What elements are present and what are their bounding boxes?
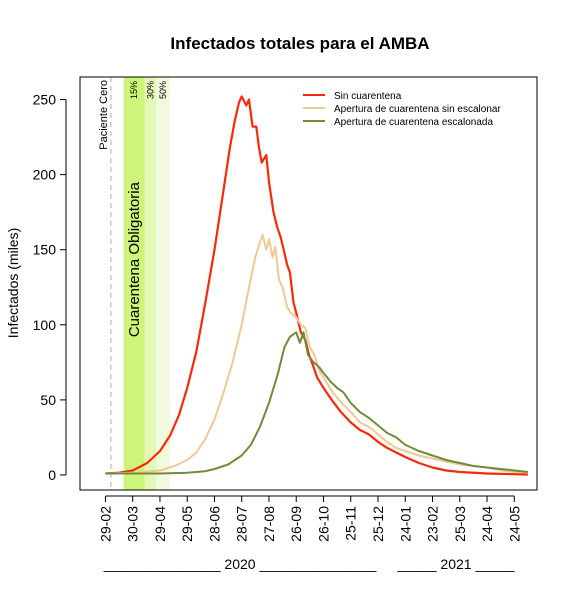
legend: Sin cuarentena Apertura de cuarentena sin… [303,91,501,128]
band-label-0: 15% [129,81,139,99]
x-tick-label-12: 23-02 [425,506,441,542]
band-1 [144,77,157,490]
band-0 [123,77,145,490]
band-2 [156,77,170,490]
chart-title: Infectados totales para el AMBA [170,34,429,53]
plot-frame [79,76,538,491]
legend-label-2: Apertura de cuarentena escalonada [334,117,493,128]
x-tick-label-2: 29-04 [152,506,168,542]
year-labels: _______________ 2020 _______________ ____… [103,556,515,572]
band-annotation: Cuarentena Obligatoria [126,181,143,337]
y-tick-label-2: 100 [33,317,57,333]
band-label-1: 30% [145,81,155,99]
x-axis: 29-02 30-03 29-04 29-05 28-06 28-07 27-08 26-09… [97,495,522,542]
x-tick-label-8: 26-10 [315,506,331,542]
vline-label: Paciente Cero [98,80,110,150]
y-tick-label-5: 250 [33,92,57,108]
legend-label-1: Apertura de cuarentena sin escalonar [334,104,501,115]
legend-label-0: Sin cuarentena [334,91,402,102]
year-label-2021: _____ 2021 _____ [397,556,515,572]
series-line-1 [105,233,528,475]
series-lines [105,95,529,476]
x-tick-label-0: 29-02 [97,506,113,542]
y-tick-label-0: 0 [48,467,56,483]
series-line-0 [105,95,528,476]
x-tick-label-10: 25-12 [370,506,386,542]
band-label-2: 50% [158,81,168,99]
x-tick-label-9: 25-11 [343,506,359,541]
x-tick-label-6: 27-08 [261,506,277,542]
x-tick-label-14: 24-04 [479,506,495,542]
x-tick-label-15: 24-05 [506,506,522,542]
x-tick-label-1: 30-03 [125,506,141,542]
x-tick-label-4: 28-06 [206,506,222,542]
series-line-2 [105,331,529,475]
y-axis: 0 50 100 150 200 250 [33,92,67,483]
y-axis-label: Infectados (miles) [5,228,21,338]
paciente-cero-line: Paciente Cero [98,77,112,490]
y-tick-label-1: 50 [40,392,56,408]
x-tick-label-13: 25-03 [452,506,468,542]
quarantine-bands: 15% 30% 50% Cuarentena Obligatoria [123,77,170,490]
year-label-2020: _______________ 2020 _______________ [103,556,377,572]
x-tick-label-11: 24-01 [397,506,413,542]
x-tick-label-5: 28-07 [234,506,250,542]
x-tick-label-7: 26-09 [288,506,304,542]
y-tick-label-3: 150 [33,242,57,258]
y-tick-label-4: 200 [33,167,57,183]
x-tick-label-3: 29-05 [179,506,195,542]
